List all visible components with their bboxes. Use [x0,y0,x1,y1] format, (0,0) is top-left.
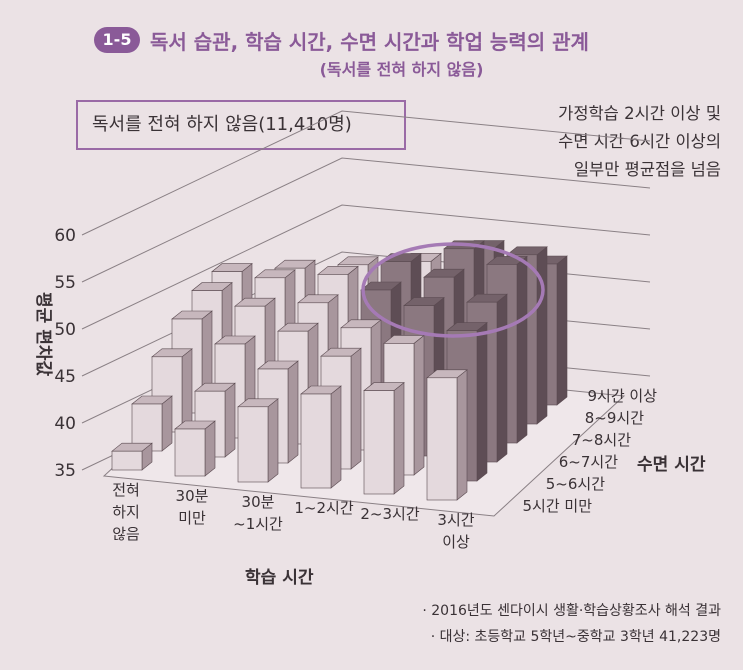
gridline [81,204,651,330]
gridline [81,110,651,236]
bar-0-0 [111,450,143,471]
z-tick-label: 5~6시간 [546,475,605,493]
highlight-ellipse [361,242,545,338]
annotation-note: 가정학습 2시간 이상 및 수면 시간 6시간 이상의 일부만 평균점을 넘음 [558,100,721,184]
bar-0-5 [426,377,458,501]
bar-side [456,369,468,501]
bar-side [181,348,193,433]
x-tick-label: 않음 [112,525,140,543]
z-tick-label: 8~9시간 [585,409,644,427]
figure-number-badge: 1-5 [94,27,140,53]
bar-side [496,293,508,463]
x-axis-title: 학습 시간 [245,568,314,588]
y-axis-title: 평균 편차값 [33,292,53,376]
x-tick-label: 1~2시간 [294,499,353,517]
x-tick-label: 2~3시간 [360,505,419,523]
y-tick-label: 50 [54,320,76,340]
bar-side [393,381,405,495]
annotation-line: 가정학습 2시간 이상 및 [558,104,721,123]
chart-subtitle: (독서를 전혀 하지 않음) [319,60,484,79]
chart-title: 독서 습관, 학습 시간, 수면 시간과 학업 능력의 관계 [150,30,589,54]
z-axis-title: 수면 시간 [637,455,706,475]
x-tick-label: 3시간 [437,511,474,529]
bar-0-2 [237,406,269,483]
y-tick-label: 60 [54,226,76,246]
z-tick-label: 5시간 미만 [522,497,592,515]
y-tick-label: 45 [54,367,76,387]
x-tick-label: 하지 [112,503,140,521]
bar-side [350,347,362,470]
x-tick-label: 전혀 [112,481,140,499]
bar-side [476,321,488,482]
bar-side [330,385,342,489]
y-tick-label: 55 [54,273,76,293]
bar-side [556,255,568,406]
bar-0-1 [174,428,206,477]
z-tick-label: 9시간 이상 [587,387,657,405]
x-tick-label: 30분 [176,487,209,505]
z-tick-label: 7~8시간 [572,431,631,449]
annotation-line: 수면 시간 6시간 이상의 [558,132,721,151]
y-tick-label: 35 [54,461,76,481]
x-tick-label: 미만 [178,509,206,527]
x-tick-label: ~1시간 [233,515,283,533]
source-note: · 2016년도 센다이시 생활·학습상황조사 해석 결과 [422,603,721,619]
target-note: · 대상: 초등학교 5학년~중학교 3학년 41,223명 [430,629,721,645]
annotation-line: 일부만 평균점을 넘음 [573,160,721,179]
group-label-box: 독서를 전혀 하지 않음(11,410명) [76,100,406,150]
bar-side [516,255,528,444]
bar-side [413,334,425,476]
gridline [81,157,651,283]
bar-0-3 [300,393,332,489]
bar-0-4 [363,390,395,495]
bar-side [224,382,236,458]
bar-side [267,398,279,483]
z-tick-label: 6~7시간 [559,453,618,471]
x-tick-label: 30분 [242,493,275,511]
bar-side [204,420,216,477]
bar-side [161,395,173,452]
x-tick-label: 이상 [442,533,470,551]
bar-side [287,360,299,464]
y-tick-label: 40 [54,414,76,434]
